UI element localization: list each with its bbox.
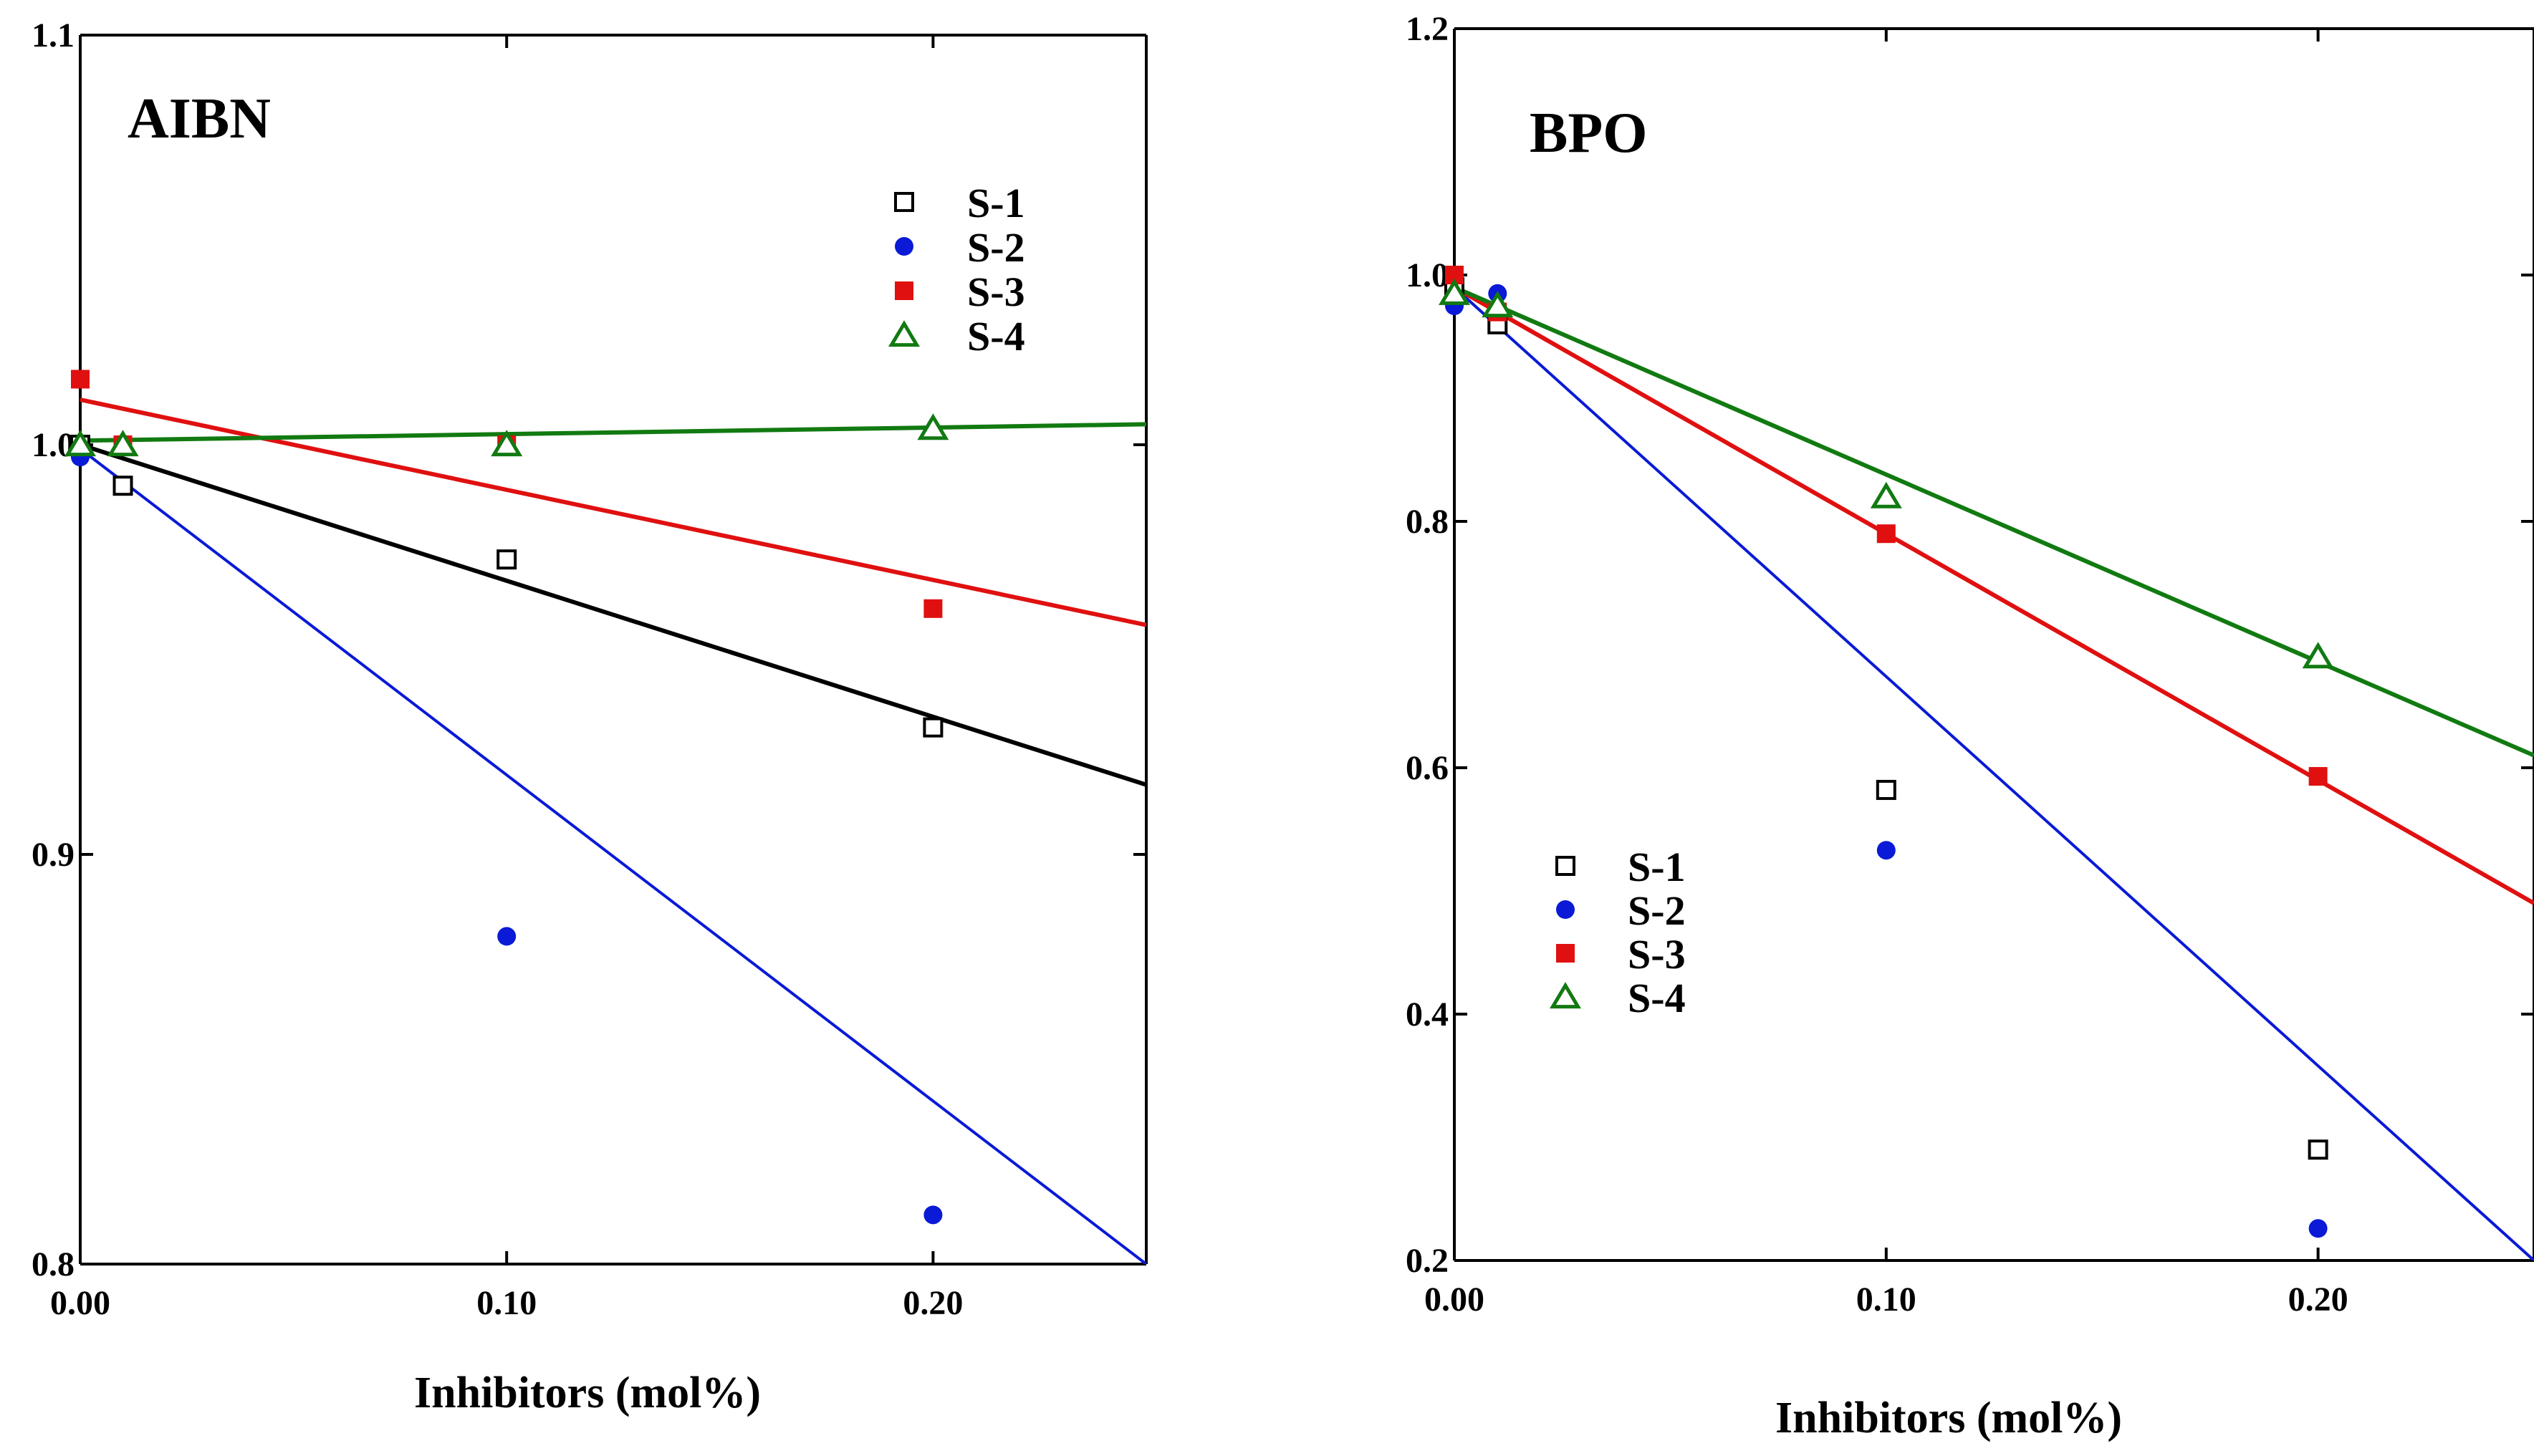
legend: S-1S-2S-3S-4 xyxy=(1550,844,1686,1021)
panel-title: AIBN xyxy=(128,87,271,150)
legend-label-s-3: S-3 xyxy=(1628,931,1686,978)
legend-label-s-3: S-3 xyxy=(967,269,1025,315)
data-point-s-4 xyxy=(1870,481,1902,508)
data-point-s-4 xyxy=(1482,291,1514,318)
data-point-s-3 xyxy=(923,599,943,618)
data-point-s-4 xyxy=(107,430,139,457)
fit-line-s-4 xyxy=(80,422,1146,443)
data-point-s-1 xyxy=(1876,779,1896,800)
y-tick-label: 1.2 xyxy=(1406,10,1449,48)
data-point-s-2 xyxy=(923,1205,943,1225)
x-tick-label: 0.10 xyxy=(476,1284,537,1322)
data-point-s-2 xyxy=(497,927,517,946)
y-tick-label: 0.8 xyxy=(1406,503,1449,541)
y-tick-label: 1.0 xyxy=(32,426,75,464)
fit-line-s-4 xyxy=(1454,285,2534,758)
legend-marker-s-1 xyxy=(1555,856,1575,876)
y-tick-label: 0.6 xyxy=(1406,749,1449,787)
legend-label-s-1: S-1 xyxy=(1628,844,1686,890)
x-tick-label: 0.10 xyxy=(1856,1281,1916,1318)
data-point-s-3 xyxy=(1876,524,1896,544)
legend-label-s-1: S-1 xyxy=(967,180,1025,226)
data-point-s-4 xyxy=(1439,278,1470,305)
legend-marker-s-4 xyxy=(1550,982,1581,1009)
y-tick-label: 0.2 xyxy=(1406,1242,1449,1280)
data-point-s-1 xyxy=(496,549,517,570)
fit-line-s-1 xyxy=(80,443,1146,787)
legend-label-s-2: S-2 xyxy=(967,224,1025,271)
data-point-s-1 xyxy=(112,476,133,496)
legend-label-s-4: S-4 xyxy=(1628,975,1686,1021)
x-tick-label: 0.00 xyxy=(50,1284,110,1322)
legend-marker-s-1 xyxy=(894,192,914,212)
bpo-chart-panel: 0.00 0.10 0.20 0.2 0.4 0.6 0.8 1.0 1.2 BPO Inhibit… xyxy=(1406,10,2534,1442)
y-tick-label: 0.8 xyxy=(32,1245,75,1283)
legend-marker-s-2 xyxy=(895,237,913,256)
x-axis-title: Inhibitors (mol%) xyxy=(1775,1394,2122,1442)
data-point-s-1 xyxy=(923,717,944,738)
fit-line-s-2 xyxy=(80,448,1146,1264)
data-point-s-4 xyxy=(917,413,949,440)
data-point-s-4 xyxy=(64,430,96,457)
legend: S-1S-2S-3S-4 xyxy=(888,180,1025,360)
legend-marker-s-3 xyxy=(895,281,913,300)
y-tick-label: 1.0 xyxy=(1406,256,1449,294)
y-tick-label: 0.4 xyxy=(1406,995,1449,1033)
fit-line-s-2 xyxy=(1454,286,2534,1260)
fit-line-s-3 xyxy=(1454,285,2534,905)
data-point-s-3 xyxy=(71,370,90,389)
y-tick-label: 1.1 xyxy=(32,16,75,54)
y-tick-label: 0.9 xyxy=(32,836,75,874)
x-tick-label: 0.00 xyxy=(1424,1281,1484,1318)
legend-marker-s-3 xyxy=(1556,944,1575,963)
legend-label-s-2: S-2 xyxy=(1628,887,1686,934)
data-point-s-3 xyxy=(2308,767,2328,786)
data-point-s-2 xyxy=(2308,1219,2328,1238)
legend-marker-s-2 xyxy=(1556,900,1575,919)
x-tick-label: 0.20 xyxy=(2288,1281,2348,1318)
data-point-s-4 xyxy=(491,430,523,457)
x-axis-title: Inhibitors (mol%) xyxy=(414,1369,761,1417)
aibn-chart-panel: 0.00 0.10 0.20 0.8 0.9 1.0 1.1 AIBN Inhibitors (… xyxy=(32,16,1148,1417)
x-tick-label: 0.20 xyxy=(903,1284,963,1322)
data-point-s-1 xyxy=(2308,1139,2328,1160)
legend-marker-s-4 xyxy=(888,320,920,347)
panel-title: BPO xyxy=(1530,102,1647,165)
legend-label-s-4: S-4 xyxy=(967,313,1025,360)
data-point-s-2 xyxy=(1876,841,1896,860)
data-point-s-4 xyxy=(2302,642,2334,669)
